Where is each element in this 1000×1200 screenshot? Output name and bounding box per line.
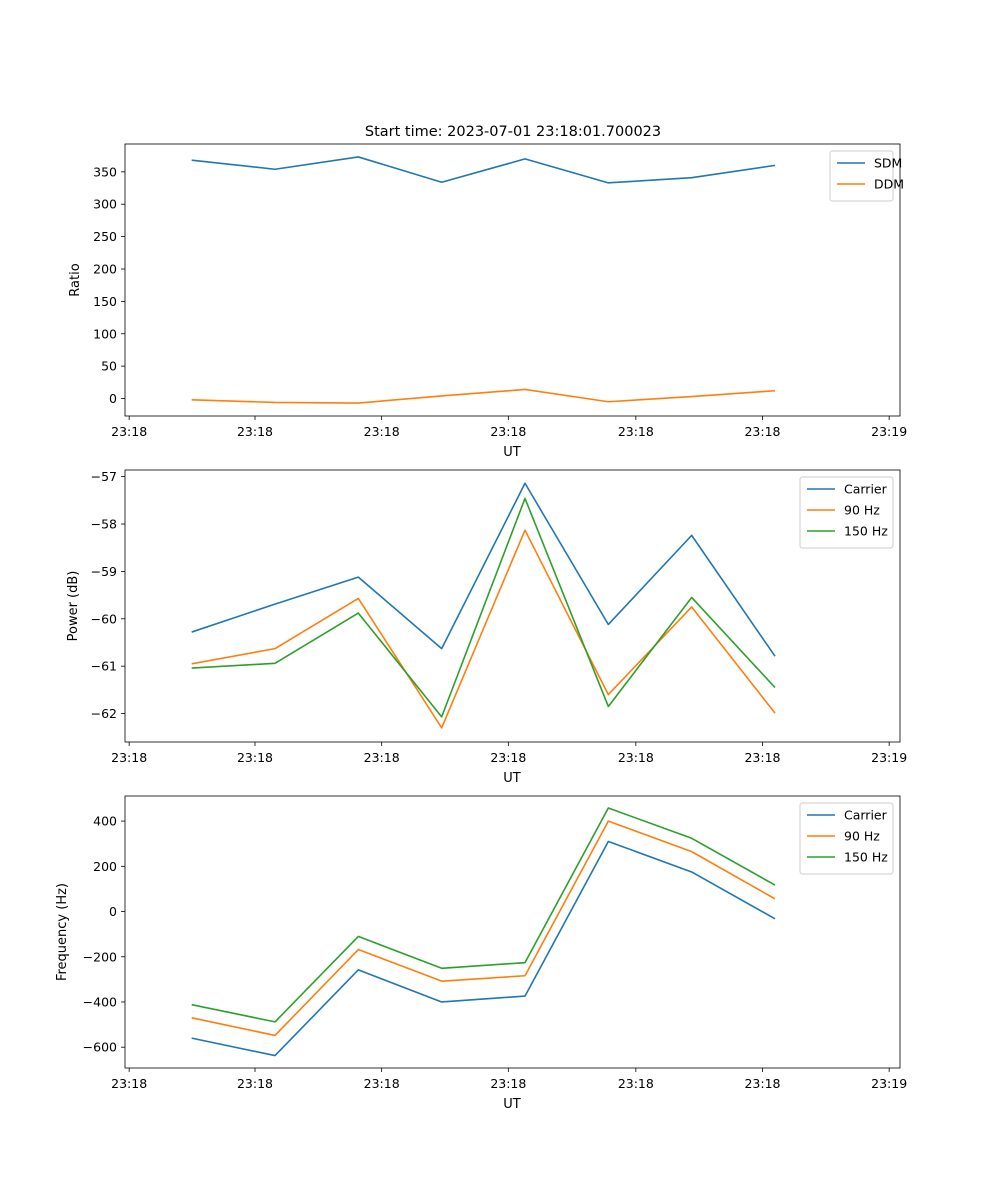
y-axis-label: Ratio <box>68 263 83 296</box>
legend-label: Carrier <box>844 482 888 497</box>
x-tick-label: 23:18 <box>237 750 273 765</box>
y-tick-label: −57 <box>91 469 117 484</box>
legend-label: 150 Hz <box>844 524 888 539</box>
x-tick-label: 23:18 <box>490 1076 526 1091</box>
y-tick-label: 250 <box>93 229 117 244</box>
legend-label: DDM <box>874 177 904 192</box>
y-tick-label: −58 <box>91 517 117 532</box>
y-tick-label: −200 <box>83 949 117 964</box>
y-tick-label: −400 <box>83 994 117 1009</box>
x-tick-label: 23:18 <box>237 424 273 439</box>
x-axis-label: UT <box>503 771 521 786</box>
x-tick-label: 23:18 <box>111 750 147 765</box>
axes-frame <box>124 795 901 1069</box>
y-tick-label: 0 <box>109 391 117 406</box>
x-axis-label: UT <box>503 1097 521 1112</box>
x-tick-label: 23:18 <box>111 1076 147 1091</box>
y-axis-label: Frequency (Hz) <box>55 883 70 981</box>
x-axis-label: UT <box>503 445 521 460</box>
y-tick-label: 0 <box>109 904 117 919</box>
series-line-sdm <box>191 156 776 184</box>
x-tick-label: 23:18 <box>744 1076 780 1091</box>
legend-label: 90 Hz <box>844 829 880 844</box>
legend: Carrier 90 Hz 150 Hz <box>799 802 894 875</box>
x-tick-label: 23:18 <box>490 750 526 765</box>
y-tick-label: 50 <box>101 359 117 374</box>
x-tick-label: 23:18 <box>744 424 780 439</box>
legend-label: 150 Hz <box>844 850 888 865</box>
axes-frame <box>124 143 901 417</box>
legend-label: 90 Hz <box>844 503 880 518</box>
series-line-ddm <box>191 388 776 404</box>
legend-label: SDM <box>874 156 902 171</box>
x-tick-label: 23:18 <box>364 750 400 765</box>
x-tick-label: 23:19 <box>871 750 907 765</box>
x-tick-label: 23:18 <box>364 424 400 439</box>
y-tick-label: −600 <box>83 1040 117 1055</box>
y-tick-label: 350 <box>93 164 117 179</box>
ratio-panel: 23:18 23:18 23:18 23:18 23:18 23:18 23:19 0 50 10… <box>68 143 907 460</box>
x-tick-label: 23:18 <box>364 1076 400 1091</box>
y-axis-label: Power (dB) <box>66 571 81 642</box>
legend: SDM DDM <box>829 150 904 202</box>
y-tick-label: −60 <box>91 611 117 626</box>
series-line-carrier <box>191 840 776 1057</box>
x-tick-label: 23:18 <box>490 424 526 439</box>
x-tick-label: 23:19 <box>871 424 907 439</box>
x-tick-label: 23:18 <box>618 1076 654 1091</box>
y-tick-label: −62 <box>91 706 117 721</box>
x-tick-label: 23:18 <box>237 1076 273 1091</box>
y-tick-label: 400 <box>93 814 117 829</box>
frequency-panel: 23:18 23:18 23:18 23:18 23:18 23:18 23:19 −600 −… <box>55 795 907 1112</box>
y-tick-label: 200 <box>93 859 117 874</box>
y-tick-label: 100 <box>93 326 117 341</box>
y-tick-label: −61 <box>91 659 117 674</box>
x-tick-label: 23:18 <box>618 750 654 765</box>
x-tick-label: 23:18 <box>744 750 780 765</box>
y-tick-label: 150 <box>93 294 117 309</box>
y-tick-label: −59 <box>91 564 117 579</box>
series-line-90-hz <box>191 529 776 729</box>
series-line-150-hz <box>191 807 776 1023</box>
x-tick-label: 23:18 <box>618 424 654 439</box>
y-tick-label: 300 <box>93 197 117 212</box>
legend: Carrier 90 Hz 150 Hz <box>799 476 894 549</box>
x-tick-label: 23:19 <box>871 1076 907 1091</box>
axes-frame <box>124 469 901 743</box>
series-line-150-hz <box>191 497 776 718</box>
power-panel: 23:18 23:18 23:18 23:18 23:18 23:18 23:19 −62 −6… <box>66 469 907 786</box>
figure-title: Start time: 2023-07-01 23:18:01.700023 <box>365 124 661 140</box>
x-tick-label: 23:18 <box>111 424 147 439</box>
legend-label: Carrier <box>844 808 888 823</box>
series-line-carrier <box>191 482 776 657</box>
series-line-90-hz <box>191 820 776 1037</box>
y-tick-label: 200 <box>93 261 117 276</box>
